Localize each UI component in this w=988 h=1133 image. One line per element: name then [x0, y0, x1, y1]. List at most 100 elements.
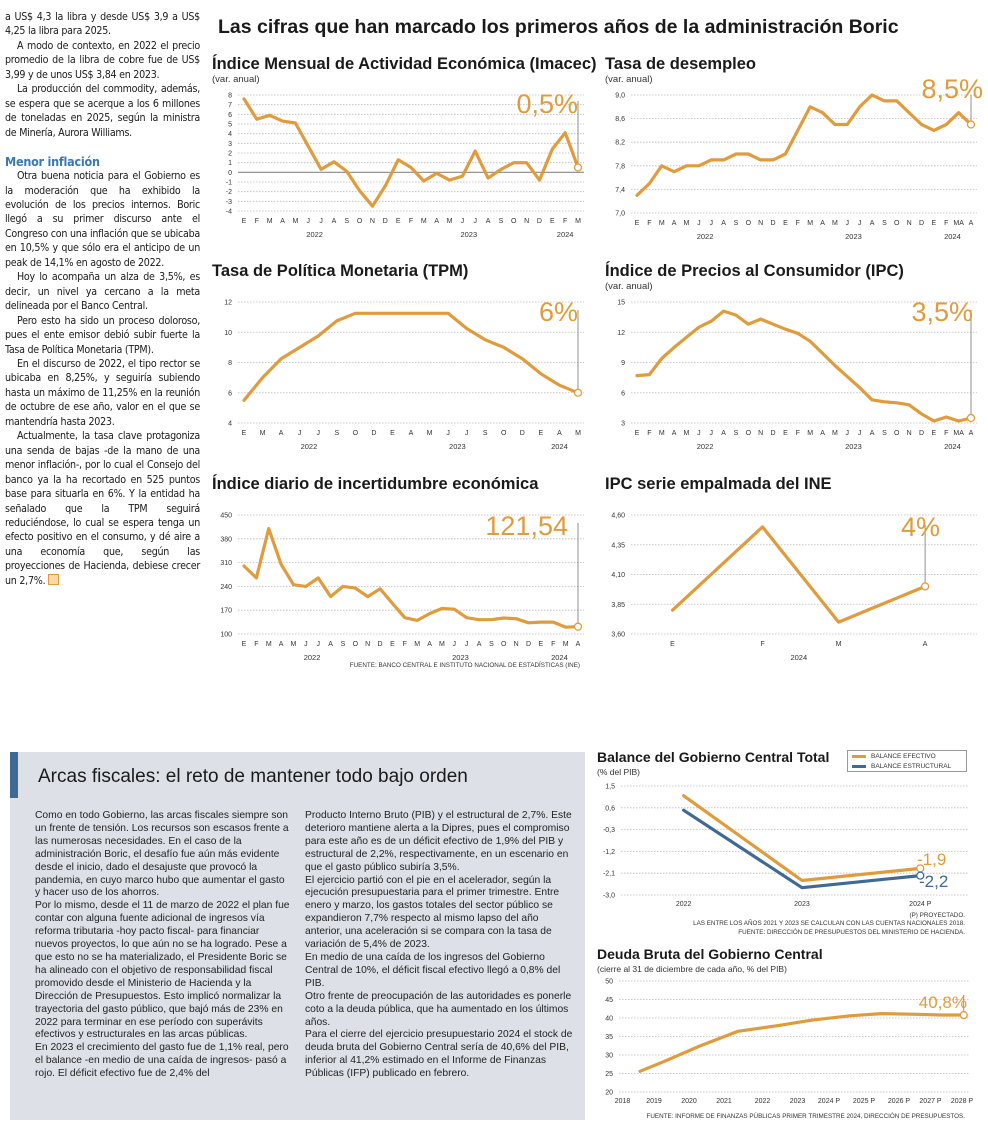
- x-tick-label: M: [292, 218, 298, 225]
- series-endpoint: [573, 622, 583, 631]
- chart-legend: BALANCE EFECTIVO BALANCE ESTRUCTURAL: [847, 750, 967, 772]
- y-tick-label: 10: [224, 330, 232, 337]
- box-paragraph: En medio de una caída de los ingresos de…: [305, 951, 561, 989]
- y-tick-label: 8,2: [615, 140, 625, 147]
- chart-incertidumbre: Índice diario de incertidumbre económica…: [212, 475, 592, 675]
- x-tick-label: F: [647, 220, 651, 227]
- y-tick-label: 8,6: [615, 116, 625, 123]
- x-tick-label: D: [919, 430, 924, 437]
- x-tick-label: M: [563, 641, 569, 648]
- y-tick-label: 7: [228, 102, 232, 109]
- x-tick-label: A: [434, 218, 439, 225]
- box-column-2: Producto Interno Bruto (PIB) y el estruc…: [305, 810, 573, 1081]
- article-paragraph: En el discurso de 2022, el tipo rector s…: [5, 357, 200, 428]
- box-paragraph: El ejercicio partió con el pie en el ace…: [305, 874, 560, 951]
- y-tick-label: -1,2: [603, 849, 615, 856]
- x-tick-label: N: [907, 220, 912, 227]
- x-tick-label: J: [709, 220, 713, 227]
- x-tick-label: A: [409, 430, 414, 437]
- series-endpoint: [959, 1010, 968, 1020]
- x-tick-label: F: [647, 430, 651, 437]
- series-end-label: -2,2: [919, 872, 949, 891]
- x-tick-label: D: [526, 641, 531, 648]
- x-tick-label: J: [316, 641, 320, 648]
- year-label: 2024: [557, 230, 574, 239]
- x-tick-label: 2022: [676, 901, 692, 908]
- chart-title: Tasa de Política Monetaria (TPM): [212, 262, 469, 280]
- y-tick-label: 3: [228, 141, 232, 148]
- x-tick-label: O: [357, 218, 363, 225]
- x-tick-label: S: [489, 641, 494, 648]
- x-tick-label: M: [807, 220, 813, 227]
- box-paragraph: Otro frente de preocupación de las autor…: [305, 990, 572, 1028]
- x-tick-label: J: [316, 430, 320, 437]
- x-tick-label: E: [932, 430, 937, 437]
- chart-plot: 3,60 3,85 4,10 4,35 4,60 E F M A 2024: [611, 513, 977, 662]
- article-paragraph: A modo de contexto, en 2022 el precio pr…: [5, 39, 200, 81]
- x-tick-label: A: [672, 430, 677, 437]
- x-tick-label: O: [894, 430, 900, 437]
- chart-title: Índice diario de incertidumbre económica: [212, 475, 539, 493]
- x-tick-label: A: [576, 641, 581, 648]
- x-tick-label: A: [721, 430, 726, 437]
- y-tick-label: 30: [605, 1053, 613, 1060]
- x-tick-label: F: [563, 218, 567, 225]
- x-tick-label: M: [447, 218, 453, 225]
- y-tick-label: 0,6: [605, 805, 615, 812]
- x-tick-label: A: [557, 430, 562, 437]
- x-tick-label: A: [280, 218, 285, 225]
- x-tick-label: O: [511, 218, 517, 225]
- chart-subtitle: (var. anual): [212, 74, 260, 85]
- year-label: 2022: [697, 232, 714, 241]
- y-tick-label: 100: [220, 632, 232, 639]
- x-tick-label: A: [820, 220, 825, 227]
- article-column: a US$ 4,3 la libra y desde US$ 3,9 a US$…: [5, 10, 200, 588]
- x-tick-label: E: [635, 430, 640, 437]
- x-tick-label: M: [832, 220, 838, 227]
- x-tick-label: D: [378, 641, 383, 648]
- legend-swatch: [852, 764, 866, 768]
- x-tick-label: 2023: [794, 901, 810, 908]
- chart-note: (P) Proyectado.: [909, 912, 965, 919]
- x-tick-label: 2021: [716, 1098, 732, 1105]
- legend-label: BALANCE EFECTIVO: [871, 752, 936, 760]
- series-endpoint: [916, 871, 925, 880]
- box-paragraph: Como en todo Gobierno, las arcas fiscale…: [35, 810, 289, 899]
- chart-callout-value: 8,5%: [921, 74, 983, 104]
- y-tick-label: 6: [621, 390, 625, 397]
- legend-swatch: [852, 754, 866, 758]
- series-line: [635, 309, 973, 423]
- x-tick-label: M: [575, 430, 581, 437]
- x-tick-label: E: [670, 641, 675, 648]
- y-tick-label: 4,35: [611, 542, 625, 549]
- year-label: 2022: [301, 442, 318, 451]
- chart-subtitle: (var. anual): [605, 74, 653, 85]
- x-tick-label: F: [255, 218, 259, 225]
- y-tick-label: 12: [617, 330, 625, 337]
- chart-callout-value: 0,5%: [516, 89, 578, 119]
- x-tick-label: E: [390, 430, 395, 437]
- x-tick-label: F: [944, 220, 948, 227]
- x-tick-label: A: [332, 218, 337, 225]
- x-tick-label: S: [483, 430, 488, 437]
- article-paragraph: Otra buena noticia para el Gobierno es l…: [5, 170, 200, 269]
- chart-note: Las entre los años 2021 y 2023 se calcul…: [693, 920, 965, 927]
- x-tick-label: A: [328, 641, 333, 648]
- year-label: 2022: [697, 442, 714, 451]
- x-tick-label: E: [932, 220, 937, 227]
- x-tick-label: E: [242, 641, 247, 648]
- x-tick-label: S: [882, 220, 887, 227]
- year-label: 2024: [944, 232, 961, 241]
- y-tick-label: 8: [228, 93, 232, 100]
- x-tick-label: S: [734, 220, 739, 227]
- x-tick-label: O: [894, 220, 900, 227]
- chart-ipc: Índice de Precios al Consumidor (IPC) (v…: [605, 262, 985, 457]
- x-tick-label: MA: [953, 430, 964, 437]
- box-paragraph: En 2023 el crecimiento del gasto fue de …: [35, 1042, 289, 1080]
- y-tick-label: 8: [228, 360, 232, 367]
- series-endpoint: [966, 413, 976, 423]
- series-line: [682, 794, 922, 883]
- x-tick-label: 2025 P: [853, 1098, 876, 1105]
- series-endpoint: [573, 388, 583, 397]
